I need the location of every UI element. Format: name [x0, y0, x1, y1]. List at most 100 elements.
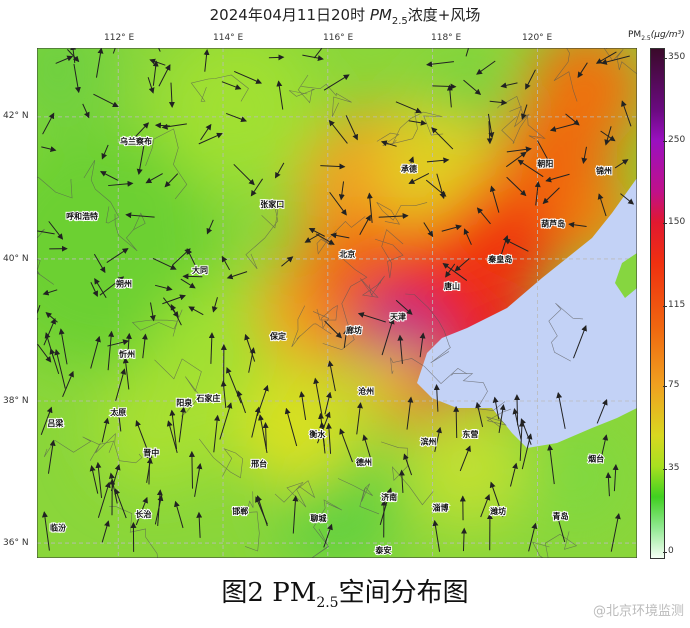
wind-arrow — [164, 173, 179, 188]
wind-arrow — [599, 434, 609, 462]
wind-arrow — [166, 420, 178, 453]
wind-arrow — [324, 320, 342, 339]
wind-arrow — [226, 271, 248, 280]
city-label: 济南 — [381, 492, 397, 502]
wind-arrow — [545, 173, 570, 183]
admin-border — [553, 48, 578, 102]
wind-arrow — [517, 159, 544, 178]
city-label: 邢台 — [250, 458, 267, 468]
wind-arrow — [157, 48, 161, 52]
wind-arrow — [581, 146, 588, 164]
wind-arrow — [345, 115, 358, 141]
wind-arrow — [41, 511, 50, 551]
lon-tick: 118° E — [431, 33, 462, 43]
wind-arrow — [475, 401, 484, 427]
wind-arrow — [489, 185, 500, 213]
wind-arrow — [521, 433, 533, 470]
admin-border — [145, 128, 188, 200]
wind-arrow — [115, 368, 127, 401]
concentration-area — [407, 408, 527, 528]
wind-arrow — [318, 412, 325, 447]
wind-arrow — [58, 328, 68, 365]
title-sub: 2.5 — [391, 16, 408, 27]
admin-border — [392, 111, 444, 145]
wind-arrow — [107, 330, 115, 371]
wind-arrow — [90, 335, 101, 369]
admin-border — [405, 293, 451, 364]
wind-arrow — [40, 406, 53, 436]
admin-border — [486, 408, 512, 428]
wind-arrow — [408, 119, 427, 126]
admin-border — [603, 48, 637, 75]
wind-arrow — [99, 171, 119, 181]
city-label: 聊城 — [310, 513, 326, 523]
colorbar — [650, 48, 665, 559]
wind-arrow — [403, 453, 413, 476]
city-label: 秦皇岛 — [487, 254, 512, 264]
wind-arrow — [426, 61, 454, 68]
wind-arrow — [597, 193, 607, 217]
colorbar-tick: 350 — [662, 52, 686, 62]
wind-arrow — [122, 357, 130, 390]
wind-arrow — [398, 469, 405, 493]
wind-arrow — [292, 495, 299, 534]
wind-arrow — [432, 83, 457, 90]
wind-arrow — [125, 212, 155, 219]
wind-arrow — [97, 481, 111, 518]
wind-arrow — [453, 405, 460, 439]
admin-border — [360, 275, 385, 298]
wind-arrow — [505, 151, 527, 168]
wind-arrow — [115, 408, 122, 432]
wind-arrow — [549, 122, 579, 132]
city-label: 北京 — [339, 249, 355, 259]
wind-arrow — [219, 402, 233, 440]
wind-arrow — [463, 228, 472, 245]
wind-arrow — [93, 253, 106, 274]
wind-arrow — [101, 520, 110, 543]
wind-arrow — [556, 391, 566, 429]
wind-arrow — [112, 48, 116, 54]
city-label: 东营 — [462, 429, 478, 439]
wind-arrow — [436, 173, 446, 200]
wind-arrow — [506, 146, 532, 153]
city-label: 沧州 — [358, 386, 374, 396]
wind-arrow — [304, 233, 320, 243]
city-label: 邯郸 — [232, 506, 248, 516]
wind-arrow — [395, 299, 413, 315]
wind-arrow — [433, 383, 440, 412]
wind-arrow — [308, 227, 325, 237]
wind-arrow — [106, 248, 129, 263]
admin-border — [548, 302, 583, 362]
wind-arrow — [248, 347, 256, 373]
wind-arrow — [476, 60, 496, 75]
lat-tick: 42° N — [3, 111, 29, 121]
city-label: 淄博 — [432, 502, 448, 512]
wind-arrow — [62, 370, 74, 398]
admin-border — [451, 373, 506, 411]
wind-arrow — [94, 278, 107, 298]
wind-arrow — [188, 306, 204, 316]
wind-arrow — [302, 54, 324, 62]
city-label: 廊坊 — [346, 325, 362, 335]
wind-arrow — [99, 276, 125, 296]
wind-arrow — [568, 221, 587, 228]
wind-arrow — [600, 55, 630, 65]
wind-arrow — [281, 256, 294, 267]
wind-arrow — [233, 163, 255, 186]
wind-arrow — [233, 70, 263, 84]
wind-arrow — [180, 278, 196, 289]
wind-arrow — [37, 343, 52, 363]
wind-arrow — [213, 414, 221, 453]
wind-arrow — [547, 444, 555, 485]
wind-arrow — [221, 255, 231, 271]
wind-arrow — [498, 404, 506, 434]
admin-border — [288, 74, 315, 104]
wind-arrow — [42, 112, 55, 135]
caption-sub: 2.5 — [316, 595, 339, 612]
wind-arrow — [93, 93, 119, 108]
wind-arrow — [528, 522, 538, 552]
city-label: 长治 — [135, 509, 151, 519]
wind-arrow — [476, 207, 491, 225]
wind-arrow — [426, 157, 450, 164]
